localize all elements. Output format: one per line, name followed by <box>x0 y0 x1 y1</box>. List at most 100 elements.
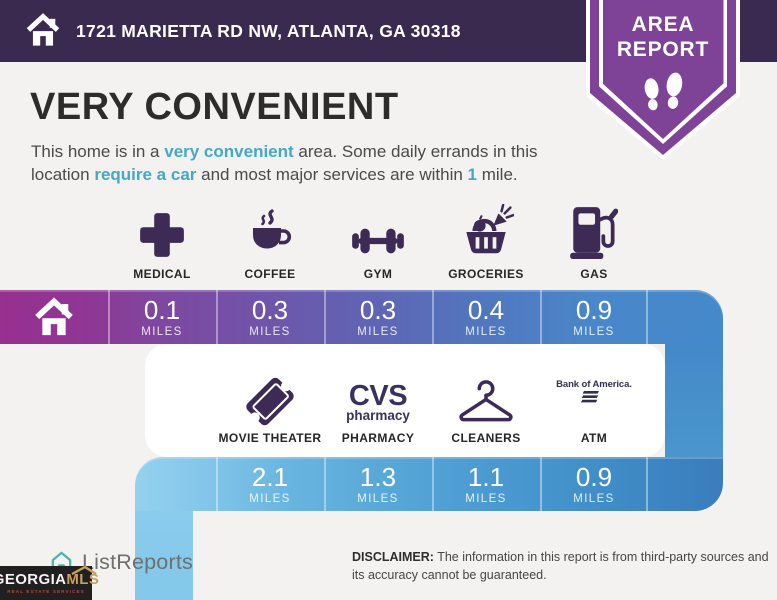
cvs-logo-subtext: pharmacy <box>346 407 410 423</box>
bofa-flag-icon <box>580 391 599 403</box>
listreports-wordmark: ListReports <box>82 550 193 574</box>
dumbbell-icon <box>348 198 408 260</box>
summary-part1: This home is in a <box>31 142 165 161</box>
badge-title-line2: REPORT <box>616 37 710 61</box>
segment-divider <box>540 457 542 511</box>
distance-value: 0.3 <box>359 294 397 325</box>
distance-value: 0.9 <box>575 461 613 492</box>
category-label: GYM <box>363 267 393 281</box>
category-label: MEDICAL <box>133 267 191 281</box>
distance-cleaners: 1.1 MILES <box>432 457 540 511</box>
distance-pharmacy: 1.3 MILES <box>324 457 432 511</box>
summary-part2: area. Some daily errands in this locatio… <box>31 142 538 185</box>
georgia-mls-wordmark: GEORGIAMLS <box>0 566 99 588</box>
coffee-cup-icon <box>243 198 297 260</box>
distance-value: 0.4 <box>467 294 505 325</box>
category-pharmacy: CVS pharmacy PHARMACY <box>324 362 432 445</box>
segment-divider <box>216 290 218 344</box>
category-label: COFFEE <box>244 267 296 281</box>
summary-part4: mile. <box>477 165 518 185</box>
distance-unit: MILES <box>357 492 399 505</box>
grocery-basket-icon <box>458 198 514 260</box>
category-row-1: MEDICAL COFFEE <box>108 198 648 281</box>
category-gas: GAS <box>540 198 648 281</box>
cvs-logo-text: CVS <box>348 379 408 412</box>
distance-unit: MILES <box>573 325 615 338</box>
hanger-icon <box>457 362 515 424</box>
distance-value: 0.3 <box>251 294 289 325</box>
page-title: VERY CONVENIENT <box>30 86 399 128</box>
georgia-mls-tagline: REAL ESTATE SERVICES <box>7 589 85 594</box>
cvs-pharmacy-logo: CVS pharmacy <box>346 362 410 424</box>
disclaimer-text: DISCLAIMER: The information in this repo… <box>352 549 776 584</box>
category-row-2: MOVIE THEATER CVS pharmacy PHARMACY CLEA… <box>216 362 648 445</box>
category-label: MOVIE THEATER <box>218 431 322 445</box>
summary-part3: and most major services are within <box>196 165 468 185</box>
bank-of-america-logo: Bank of America. <box>556 362 632 424</box>
segment-divider <box>432 457 434 511</box>
summary-highlight-convenience: very convenient <box>164 142 294 161</box>
summary-highlight-car: require a car <box>94 165 197 185</box>
category-label: CLEANERS <box>451 431 521 445</box>
distance-gas: 0.9 MILES <box>540 290 648 344</box>
medical-cross-icon <box>137 198 187 260</box>
distance-unit: MILES <box>465 492 507 505</box>
category-groceries: GROCERIES <box>432 198 540 281</box>
gas-pump-icon <box>570 198 618 260</box>
distance-bar-1: 0.1 MILES 0.3 MILES 0.3 MILES 0.4 MILES … <box>0 290 723 344</box>
snake-left-pipe <box>135 509 193 600</box>
category-cleaners: CLEANERS <box>432 362 540 445</box>
segment-divider <box>108 290 110 344</box>
disclaimer-body: The information in this report is from t… <box>352 550 769 582</box>
distance-gym: 0.3 MILES <box>324 290 432 344</box>
snake-right-column <box>665 343 723 458</box>
georgia-mls-watermark: GEORGIAMLS REAL ESTATE SERVICES <box>0 566 99 600</box>
category-atm: Bank of America. ATM <box>540 362 648 445</box>
segment-divider <box>646 457 648 511</box>
disclaimer-label: DISCLAIMER: <box>352 550 434 564</box>
distance-unit: MILES <box>573 492 615 505</box>
summary-highlight-distance: 1 <box>467 165 478 185</box>
distance-unit: MILES <box>249 492 291 505</box>
category-label: GAS <box>580 267 608 281</box>
distance-unit: MILES <box>249 325 291 338</box>
footprints-icon <box>631 72 695 131</box>
category-label: GROCERIES <box>448 267 524 281</box>
mls-roof-icon <box>71 566 97 575</box>
category-coffee: COFFEE <box>216 198 324 281</box>
distance-medical: 0.1 MILES <box>108 290 216 344</box>
segment-divider <box>324 457 326 511</box>
distance-value: 2.1 <box>251 461 289 492</box>
summary-text: This home is in a very convenient area. … <box>31 140 576 187</box>
segment-divider <box>216 457 218 511</box>
home-icon <box>0 290 108 344</box>
segment-divider <box>646 290 648 344</box>
distance-atm: 0.9 MILES <box>540 457 648 511</box>
segment-divider <box>324 290 326 344</box>
badge-title-line1: AREA <box>631 13 695 36</box>
bofa-logo-text: Bank of America. <box>556 379 632 390</box>
listreports-logo: ListReports <box>48 549 193 576</box>
distance-value: 1.1 <box>467 461 505 492</box>
distance-unit: MILES <box>357 325 399 338</box>
home-icon <box>24 12 62 53</box>
category-panel <box>145 344 665 457</box>
category-gym: GYM <box>324 198 432 281</box>
distance-value: 1.3 <box>359 461 397 492</box>
distance-movie-theater: 2.1 MILES <box>216 457 324 511</box>
badge-title: AREA REPORT <box>586 13 740 63</box>
category-label: PHARMACY <box>341 431 415 445</box>
property-address: 1721 MARIETTA RD NW, ATLANTA, GA 30318 <box>76 20 461 41</box>
category-movie-theater: MOVIE THEATER <box>216 362 324 445</box>
georgia-text: GEORGIA <box>0 571 67 588</box>
distance-coffee: 0.3 MILES <box>216 290 324 344</box>
distance-value: 0.1 <box>143 294 181 325</box>
segment-divider <box>432 290 434 344</box>
movie-ticket-icon <box>244 362 296 428</box>
area-report-badge: AREA REPORT <box>586 0 740 160</box>
distance-unit: MILES <box>465 325 507 338</box>
category-medical: MEDICAL <box>108 198 216 281</box>
segment-divider <box>540 290 542 344</box>
distance-bar-2: 2.1 MILES 1.3 MILES 1.1 MILES 0.9 MILES <box>135 457 723 511</box>
